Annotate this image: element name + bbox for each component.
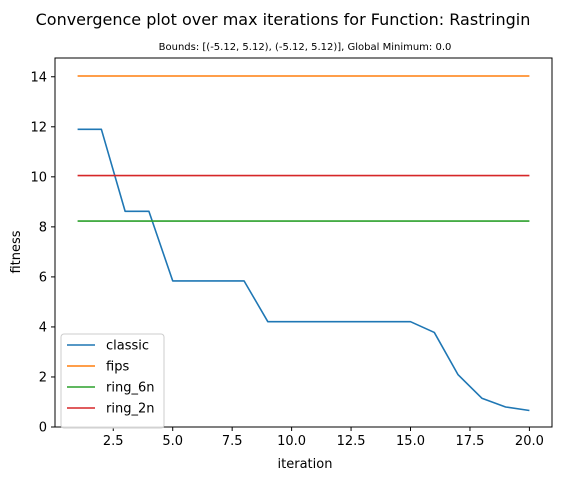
- x-tick-label: 17.5: [455, 434, 484, 449]
- legend-label: ring_6n: [106, 381, 154, 396]
- chart-title: Convergence plot over max iterations for…: [36, 10, 531, 29]
- x-axis-ticks: 2.5 5.0 7.5 10.0 12.5 15.0 17.5 20.0: [103, 427, 544, 449]
- y-tick-label: 12: [30, 120, 47, 135]
- x-tick-label: 5.0: [162, 434, 183, 449]
- y-tick-label: 10: [30, 170, 47, 185]
- x-tick-label: 10.0: [277, 434, 306, 449]
- x-tick-label: 7.5: [222, 434, 243, 449]
- y-axis-label: fitness: [9, 230, 24, 273]
- legend-box: [60, 333, 165, 429]
- y-tick-label: 8: [39, 220, 47, 235]
- legend: classic fips ring_6n ring_2n: [60, 333, 165, 429]
- y-axis-ticks: 0 2 4 6 8 10 12 14: [30, 70, 55, 436]
- y-tick-label: 6: [39, 270, 47, 285]
- x-tick-label: 2.5: [103, 434, 124, 449]
- y-tick-label: 0: [39, 421, 47, 436]
- legend-label: classic: [106, 339, 149, 354]
- y-tick-label: 14: [30, 70, 47, 85]
- x-tick-label: 20.0: [515, 434, 544, 449]
- y-tick-label: 2: [39, 370, 47, 385]
- legend-label: fips: [106, 360, 129, 375]
- chart-subtitle: Bounds: [(-5.12, 5.12), (-5.12, 5.12)], …: [159, 42, 452, 53]
- x-tick-label: 12.5: [337, 434, 366, 449]
- series-layer: [77, 75, 530, 412]
- plot-area-frame: [54, 57, 553, 428]
- x-axis-label: iteration: [278, 457, 333, 472]
- series-line-classic: [77, 128, 530, 412]
- x-tick-label: 15.0: [396, 434, 425, 449]
- legend-label: ring_2n: [106, 402, 154, 417]
- y-tick-label: 4: [39, 320, 47, 335]
